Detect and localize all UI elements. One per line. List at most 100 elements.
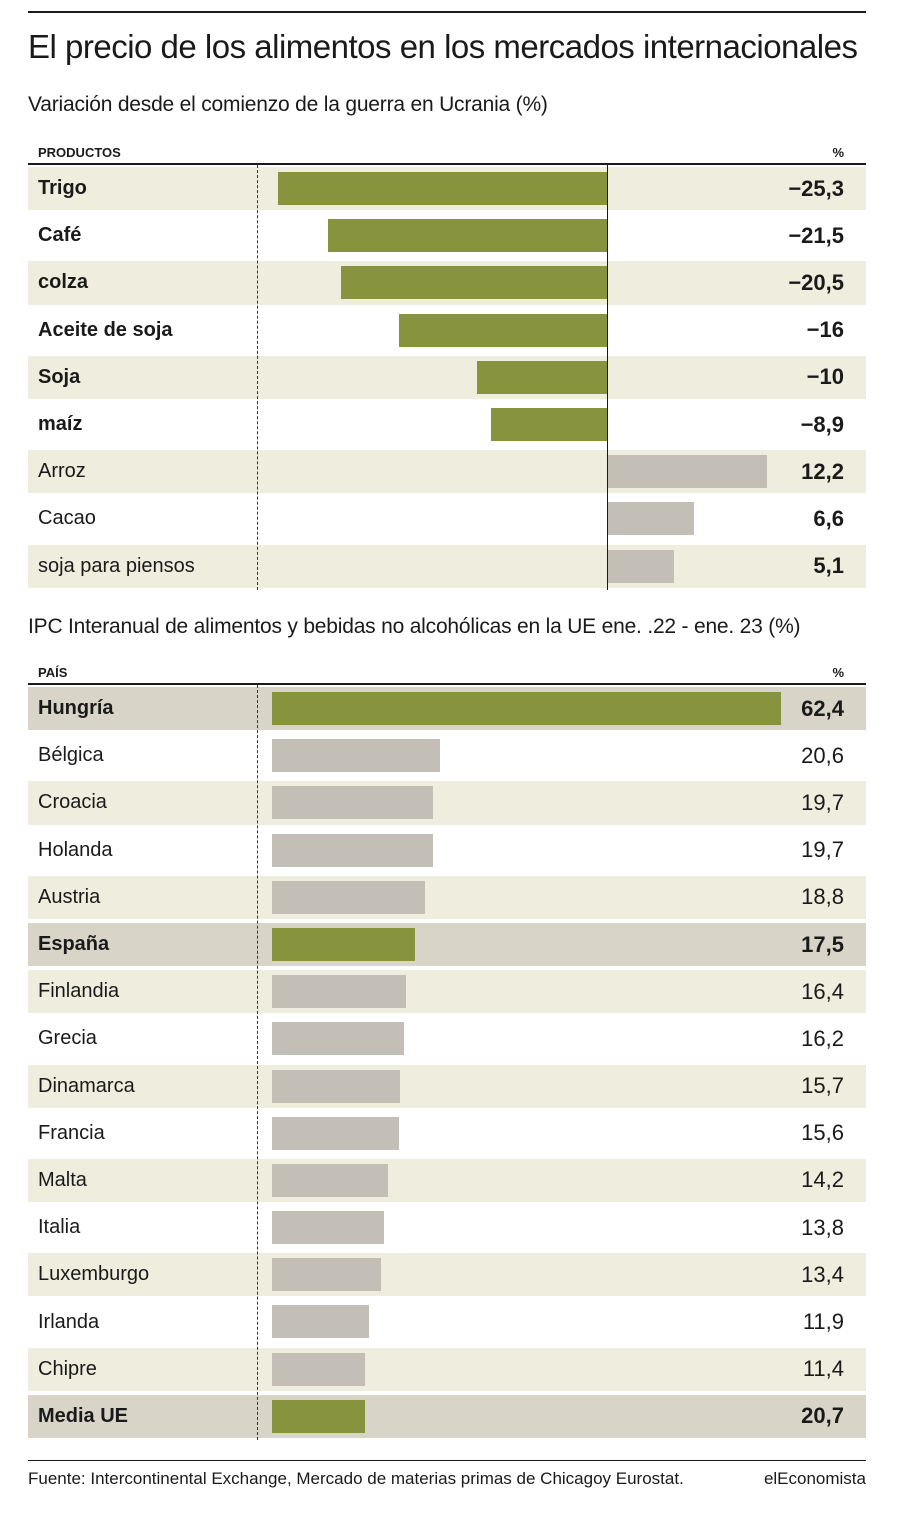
chart2-value-label: 18,8 [801, 884, 844, 910]
chart2-bar [272, 833, 433, 867]
chart2-row: Malta 14,2 [28, 1157, 866, 1204]
chart1-category-label: Trigo [38, 177, 87, 200]
chart2-value-label: 19,7 [801, 789, 844, 815]
chart2-row: Bélgica 20,6 [28, 732, 866, 779]
chart1-row: Cacao 6,6 [28, 495, 866, 542]
chart2-row: Grecia 16,2 [28, 1015, 866, 1062]
chart1-value-label: −25,3 [788, 175, 844, 201]
chart2-row: Luxemburgo 13,4 [28, 1251, 866, 1298]
chart1-category-label: maíz [38, 413, 83, 436]
chart1-value-label: −16 [806, 317, 844, 343]
chart2-value-label: 11,9 [802, 1309, 844, 1335]
chart2-rows: Hungría 62,4 Bélgica 20,6 Croacia 19,7 Holanda… [28, 685, 866, 1441]
row-background [28, 781, 866, 825]
row-background [28, 1394, 866, 1438]
chart2-header: PAÍS % [28, 661, 866, 685]
chart2-category-label: Croacia [38, 791, 107, 814]
chart2-bar [272, 975, 406, 1009]
row-background [28, 544, 866, 588]
chart2-category-label: Austria [38, 885, 101, 908]
row-background [28, 355, 866, 399]
page-title: El precio de los alimentos en los mercad… [28, 28, 858, 65]
chart1: PRODUCTOS % Trigo −25,3 Café −21,5 colza −20,… [28, 141, 866, 590]
chart2-row: Croacia 19,7 [28, 779, 866, 826]
chart2-category-label: España [38, 933, 110, 956]
chart2-value-label: 17,5 [801, 931, 844, 957]
chart1-bar [340, 266, 607, 300]
chart2-category-label: Malta [38, 1168, 87, 1191]
chart1-value-label: 5,1 [813, 553, 844, 579]
chart1-value-label: 12,2 [801, 458, 844, 484]
chart2-value-header: % [832, 665, 844, 680]
chart1-category-label: Café [38, 224, 82, 247]
chart1-value-label: −20,5 [788, 269, 844, 295]
chart2-bar [272, 1305, 369, 1339]
chart2-value-label: 16,2 [801, 1025, 844, 1051]
chart1-value-header: % [832, 145, 844, 160]
chart2-row: Holanda 19,7 [28, 827, 866, 874]
chart2-category-label: Holanda [38, 838, 113, 861]
chart2-value-label: 11,4 [802, 1356, 844, 1382]
chart1-bar [278, 172, 607, 205]
chart2: PAÍS % Hungría 62,4 Bélgica 20,6 Croacia 19,7… [28, 661, 866, 1441]
chart1-bar [608, 455, 767, 489]
chart1-bar [491, 407, 607, 441]
chart1-bar [327, 219, 607, 253]
chart2-bar [272, 1163, 388, 1197]
chart1-subtitle: Variación desde el comienzo de la guerra… [28, 93, 548, 116]
chart2-category-label: Luxemburgo [38, 1263, 150, 1286]
chart2-bar [272, 1352, 365, 1386]
chart2-value-label: 15,6 [801, 1120, 844, 1146]
row-background [28, 1347, 866, 1391]
chart2-row: Dinamarca 15,7 [28, 1063, 866, 1110]
chart1-value-label: 6,6 [813, 505, 844, 531]
chart2-bar [272, 692, 781, 725]
chart2-bar [272, 1258, 382, 1292]
chart2-bar [272, 1069, 400, 1103]
chart1-dotted-divider [257, 165, 258, 590]
row-background [28, 1253, 866, 1297]
chart2-category-label: Hungría [38, 697, 114, 720]
chart1-category-label: colza [38, 271, 89, 294]
row-background [28, 970, 866, 1014]
chart2-category-label: Grecia [38, 1027, 97, 1050]
chart1-zero-axis [607, 165, 608, 590]
chart2-bar [272, 880, 426, 914]
row-background [28, 922, 866, 967]
chart1-rows: Trigo −25,3 Café −21,5 colza −20,5 Aceite de s… [28, 165, 866, 590]
chart2-category-label: Irlanda [38, 1310, 100, 1333]
chart2-row: Chipre 11,4 [28, 1346, 866, 1393]
chart2-row: Irlanda 11,9 [28, 1298, 866, 1345]
chart1-header: PRODUCTOS % [28, 141, 866, 165]
chart2-row: Austria 18,8 [28, 874, 866, 921]
chart1-row: Soja −10 [28, 354, 866, 401]
chart2-row: Finlandia 16,4 [28, 968, 866, 1015]
chart2-bar [272, 739, 440, 773]
chart1-bar [477, 360, 607, 394]
chart1-row: soja para piensos 5,1 [28, 543, 866, 590]
chart2-bar [272, 1022, 405, 1056]
chart2-value-label: 16,4 [801, 978, 844, 1004]
chart2-category-label: Finlandia [38, 980, 120, 1003]
bottom-rule [28, 1460, 866, 1461]
row-background [28, 1064, 866, 1108]
chart2-category-label: Chipre [38, 1357, 97, 1380]
chart2-bar [272, 1399, 365, 1433]
row-background [28, 875, 866, 919]
chart2-value-label: 15,7 [801, 1073, 844, 1099]
chart1-bar [608, 502, 694, 536]
chart2-row: España 17,5 [28, 921, 866, 968]
chart1-bar [399, 313, 607, 347]
chart2-subtitle: IPC Interanual de alimentos y bebidas no… [28, 615, 801, 638]
chart1-value-label: −21,5 [788, 222, 844, 248]
chart1-category-label: Aceite de soja [38, 318, 173, 341]
chart2-category-label: Media UE [38, 1404, 129, 1427]
chart2-bar [272, 1211, 385, 1245]
chart1-row: Trigo −25,3 [28, 165, 866, 212]
chart1-category-label: Soja [38, 365, 81, 388]
chart2-value-label: 13,4 [801, 1261, 844, 1287]
chart2-value-label: 13,8 [801, 1214, 844, 1240]
chart1-value-label: −8,9 [800, 411, 844, 437]
source-note: Fuente: Intercontinental Exchange, Merca… [28, 1469, 684, 1488]
chart2-category-header: PAÍS [38, 665, 68, 680]
